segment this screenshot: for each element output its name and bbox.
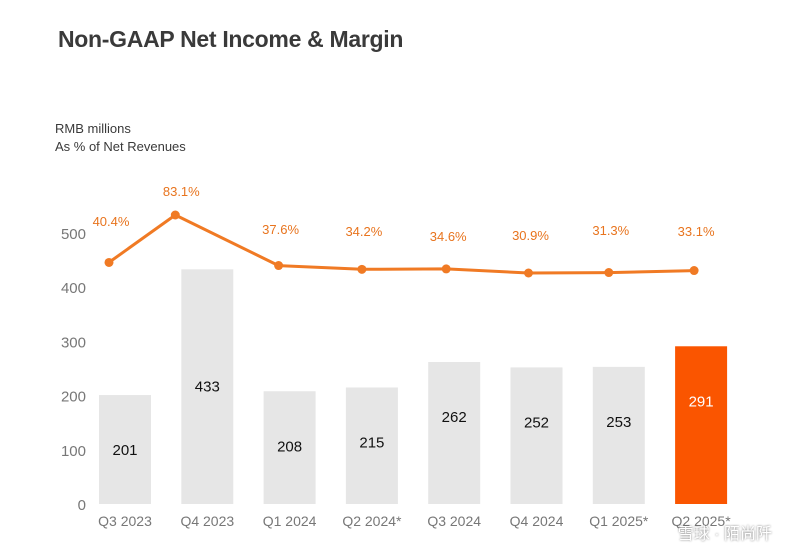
margin-point <box>274 261 284 271</box>
margin-point <box>604 268 614 278</box>
bar-value-label: 252 <box>524 414 549 431</box>
margin-point <box>104 257 114 267</box>
x-tick-label: Q2 2025* <box>672 513 732 529</box>
y-tick-label: 200 <box>61 389 86 406</box>
y-tick-label: 100 <box>61 443 86 460</box>
bar <box>263 391 316 504</box>
margin-value-label: 40.4% <box>93 214 130 229</box>
x-tick-label: Q3 2024 <box>427 513 481 529</box>
chart-title: Non-GAAP Net Income & Margin <box>58 26 404 52</box>
x-tick-label: Q2 2024* <box>342 513 402 529</box>
units-line-currency: RMB millions <box>55 121 131 136</box>
margin-series-line <box>108 213 695 275</box>
margin-point <box>689 266 699 276</box>
margin-point <box>357 264 367 274</box>
units-line-margin: As % of Net Revenues <box>55 139 186 154</box>
margin-value-label: 33.1% <box>678 224 715 239</box>
bar-value-label: 433 <box>195 378 220 395</box>
bar-value-label: 215 <box>359 434 384 451</box>
bar <box>675 346 728 504</box>
margin-point <box>441 264 451 274</box>
x-tick-label: Q3 2023 <box>98 513 152 529</box>
watermark: 雪球 · 陌尚阡 <box>677 526 772 543</box>
bar <box>510 367 563 504</box>
margin-value-label: 34.2% <box>345 224 382 239</box>
x-tick-label: Q4 2024 <box>510 513 564 529</box>
margin-point <box>524 268 533 278</box>
units-legend: RMB millions As % of Net Revenues <box>55 120 186 156</box>
margin-value-label: 34.6% <box>430 229 467 244</box>
bar <box>428 361 481 504</box>
bar <box>592 366 645 504</box>
bar <box>345 387 398 504</box>
y-tick-label: 300 <box>61 334 86 351</box>
y-tick-label: 500 <box>61 226 86 243</box>
y-tick-label: 400 <box>61 280 86 297</box>
margin-point <box>170 210 180 220</box>
margin-value-label: 31.3% <box>592 223 629 238</box>
bar-value-label: 253 <box>606 414 631 431</box>
bar <box>99 395 151 504</box>
bar-value-label: 262 <box>442 409 467 426</box>
y-tick-label: 0 <box>78 497 86 514</box>
margin-value-label: 30.9% <box>512 228 549 243</box>
bar-value-label: 201 <box>112 442 137 459</box>
x-tick-label: Q1 2025* <box>589 513 649 529</box>
bar-value-label: 291 <box>689 393 714 410</box>
bar-value-label: 208 <box>277 438 302 455</box>
bar <box>181 269 234 504</box>
x-tick-label: Q1 2024 <box>263 513 317 529</box>
x-tick-label: Q4 2023 <box>180 513 234 529</box>
margin-value-label: 37.6% <box>262 222 299 237</box>
margin-value-label: 83.1% <box>163 184 200 199</box>
